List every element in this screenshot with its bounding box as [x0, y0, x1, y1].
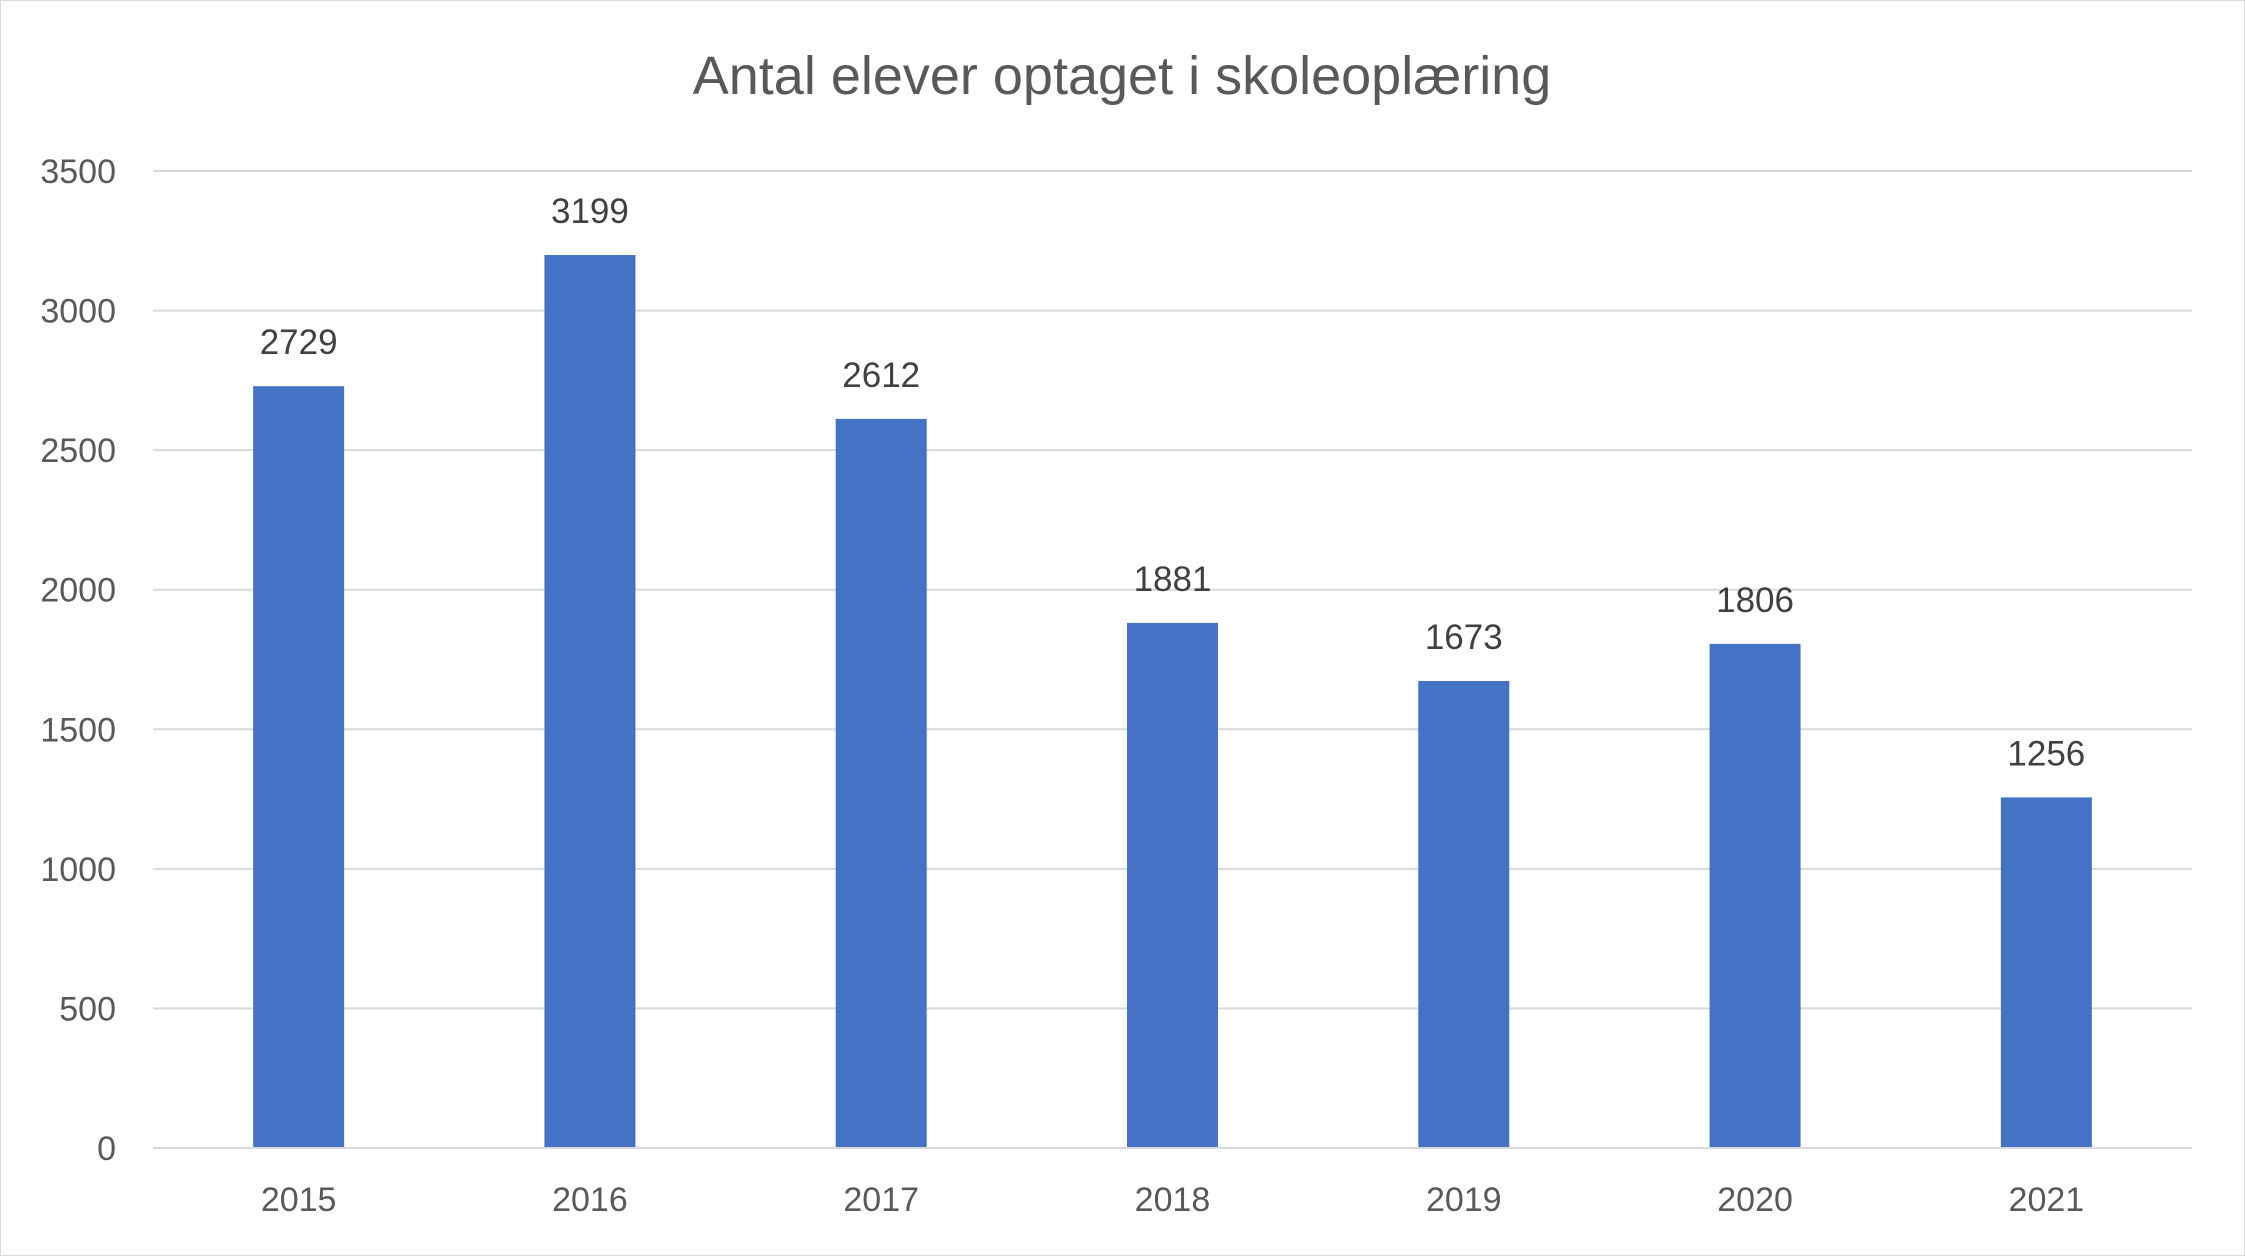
y-tick-label: 2000: [40, 572, 116, 610]
data-label: 2612: [842, 356, 920, 395]
x-axis-tick-labels: 2015 2016 2017 2018 2019 2020 2021: [261, 1181, 2084, 1219]
bar: [1709, 643, 1801, 1148]
data-label: 1673: [1425, 618, 1503, 657]
bar: [835, 418, 927, 1148]
x-tick-label: 2015: [261, 1181, 337, 1219]
bar: [253, 386, 345, 1149]
data-label: 1806: [1716, 581, 1794, 620]
bar: [1127, 622, 1218, 1148]
bar: [2000, 797, 2092, 1148]
data-label: 1256: [2007, 734, 2085, 773]
y-tick-label: 0: [97, 1130, 116, 1168]
x-tick-label: 2021: [2009, 1181, 2085, 1219]
y-tick-label: 500: [59, 990, 116, 1028]
y-tick-label: 3500: [40, 153, 116, 191]
x-tick-label: 2016: [552, 1181, 628, 1219]
bars: [253, 255, 2092, 1149]
x-tick-label: 2018: [1135, 1181, 1211, 1219]
x-tick-label: 2017: [843, 1181, 919, 1219]
y-tick-label: 3000: [40, 293, 116, 331]
y-tick-label: 1000: [40, 851, 116, 889]
y-tick-label: 1500: [40, 711, 116, 749]
gridlines: [153, 170, 2192, 1010]
x-tick-label: 2020: [1717, 1181, 1793, 1219]
bar: [544, 255, 636, 1149]
data-label: 3199: [551, 192, 629, 231]
y-tick-label: 2500: [40, 432, 116, 470]
data-labels: 2729 3199 2612 1881 1673 1806 1256: [260, 192, 2086, 773]
y-axis-tick-labels: 0 500 1000 1500 2000 2500 3000 3500: [40, 153, 116, 1168]
chart-title: Antal elever optaget i skoleoplæring: [693, 46, 1552, 106]
x-tick-label: 2019: [1426, 1181, 1502, 1219]
bar: [1418, 680, 1510, 1148]
data-label: 1881: [1134, 560, 1212, 599]
data-label: 2729: [260, 323, 338, 362]
